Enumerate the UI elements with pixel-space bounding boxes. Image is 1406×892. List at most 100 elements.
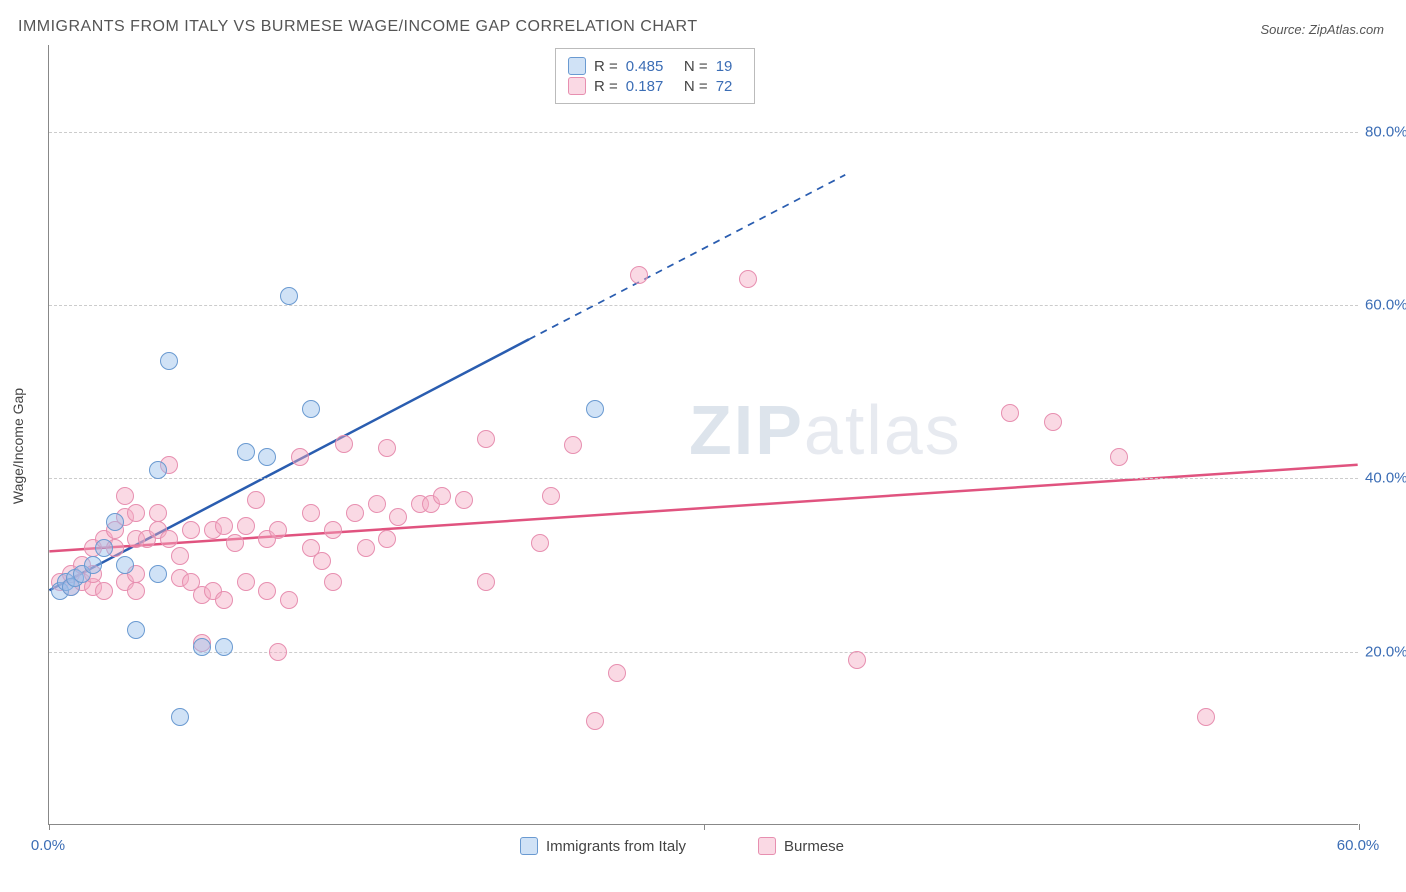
scatter-point: [280, 591, 298, 609]
scatter-point: [608, 664, 626, 682]
scatter-point: [848, 651, 866, 669]
scatter-point: [215, 638, 233, 656]
scatter-point: [127, 504, 145, 522]
legend-swatch: [568, 77, 586, 95]
x-tick-label: 60.0%: [1337, 837, 1380, 854]
n-label: N =: [680, 78, 708, 95]
scatter-point: [368, 495, 386, 513]
scatter-point: [237, 573, 255, 591]
scatter-point: [324, 521, 342, 539]
legend-swatch: [758, 837, 776, 855]
scatter-point: [95, 539, 113, 557]
scatter-point: [149, 461, 167, 479]
scatter-point: [1001, 404, 1019, 422]
scatter-point: [739, 270, 757, 288]
scatter-point: [171, 547, 189, 565]
scatter-point: [1197, 708, 1215, 726]
scatter-point: [477, 430, 495, 448]
scatter-point: [302, 400, 320, 418]
stats-row: R = 0.187 N = 72: [568, 77, 742, 95]
legend-swatch: [568, 57, 586, 75]
legend-label: Burmese: [784, 838, 844, 855]
scatter-point: [269, 643, 287, 661]
x-tick: [704, 824, 705, 830]
source-attribution: Source: ZipAtlas.com: [1260, 22, 1384, 37]
scatter-point: [378, 439, 396, 457]
scatter-point: [346, 504, 364, 522]
stats-row: R =0.485 N =19: [568, 57, 742, 75]
correlation-stats-box: R = 0.485 N = 19 R = 0.187 N = 72: [555, 48, 755, 104]
scatter-point: [564, 436, 582, 454]
scatter-point: [269, 521, 287, 539]
scatter-point: [586, 712, 604, 730]
scatter-point: [215, 591, 233, 609]
scatter-point: [455, 491, 473, 509]
scatter-point: [149, 565, 167, 583]
scatter-point: [226, 534, 244, 552]
scatter-point: [182, 521, 200, 539]
scatter-point: [302, 504, 320, 522]
y-axis-label: Wage/Income Gap: [10, 388, 26, 504]
scatter-point: [1044, 413, 1062, 431]
scatter-point: [95, 582, 113, 600]
legend-swatch: [520, 837, 538, 855]
scatter-point: [280, 287, 298, 305]
scatter-point: [313, 552, 331, 570]
scatter-point: [237, 517, 255, 535]
scatter-point: [542, 487, 560, 505]
scatter-point: [127, 621, 145, 639]
scatter-point: [258, 448, 276, 466]
scatter-point: [171, 708, 189, 726]
scatter-point: [247, 491, 265, 509]
plot-area: ZIPatlas 20.0%40.0%60.0%80.0%: [48, 45, 1358, 825]
y-tick-label: 80.0%: [1365, 123, 1406, 140]
legend-item: Burmese: [758, 837, 844, 855]
scatter-point: [84, 556, 102, 574]
scatter-point: [116, 487, 134, 505]
n-value: 72: [716, 78, 742, 95]
trend-line-dashed: [529, 175, 845, 339]
scatter-point: [630, 266, 648, 284]
scatter-point: [324, 573, 342, 591]
x-tick: [1359, 824, 1360, 830]
scatter-point: [127, 582, 145, 600]
legend-label: Immigrants from Italy: [546, 838, 686, 855]
gridline-h: [49, 478, 1358, 479]
scatter-point: [258, 582, 276, 600]
r-label: R =: [594, 58, 618, 75]
scatter-point: [160, 352, 178, 370]
scatter-point: [335, 435, 353, 453]
r-label: R =: [594, 78, 618, 95]
gridline-h: [49, 132, 1358, 133]
y-tick-label: 60.0%: [1365, 297, 1406, 314]
scatter-point: [477, 573, 495, 591]
scatter-point: [389, 508, 407, 526]
chart-title: IMMIGRANTS FROM ITALY VS BURMESE WAGE/IN…: [18, 18, 698, 36]
gridline-h: [49, 305, 1358, 306]
scatter-point: [586, 400, 604, 418]
gridline-h: [49, 652, 1358, 653]
y-tick-label: 20.0%: [1365, 643, 1406, 660]
scatter-point: [357, 539, 375, 557]
scatter-point: [193, 638, 211, 656]
scatter-point: [433, 487, 451, 505]
r-value: 0.187: [626, 78, 672, 95]
n-value: 19: [716, 58, 742, 75]
y-tick-label: 40.0%: [1365, 470, 1406, 487]
watermark: ZIPatlas: [689, 390, 962, 470]
scatter-point: [291, 448, 309, 466]
scatter-point: [160, 530, 178, 548]
scatter-point: [378, 530, 396, 548]
x-tick-label: 0.0%: [31, 837, 65, 854]
r-value: 0.485: [626, 58, 672, 75]
scatter-point: [531, 534, 549, 552]
x-tick: [49, 824, 50, 830]
trend-lines-layer: [49, 45, 1358, 824]
scatter-point: [215, 517, 233, 535]
scatter-point: [237, 443, 255, 461]
scatter-point: [106, 513, 124, 531]
scatter-point: [1110, 448, 1128, 466]
scatter-point: [116, 556, 134, 574]
legend-item: Immigrants from Italy: [520, 837, 686, 855]
scatter-point: [149, 504, 167, 522]
